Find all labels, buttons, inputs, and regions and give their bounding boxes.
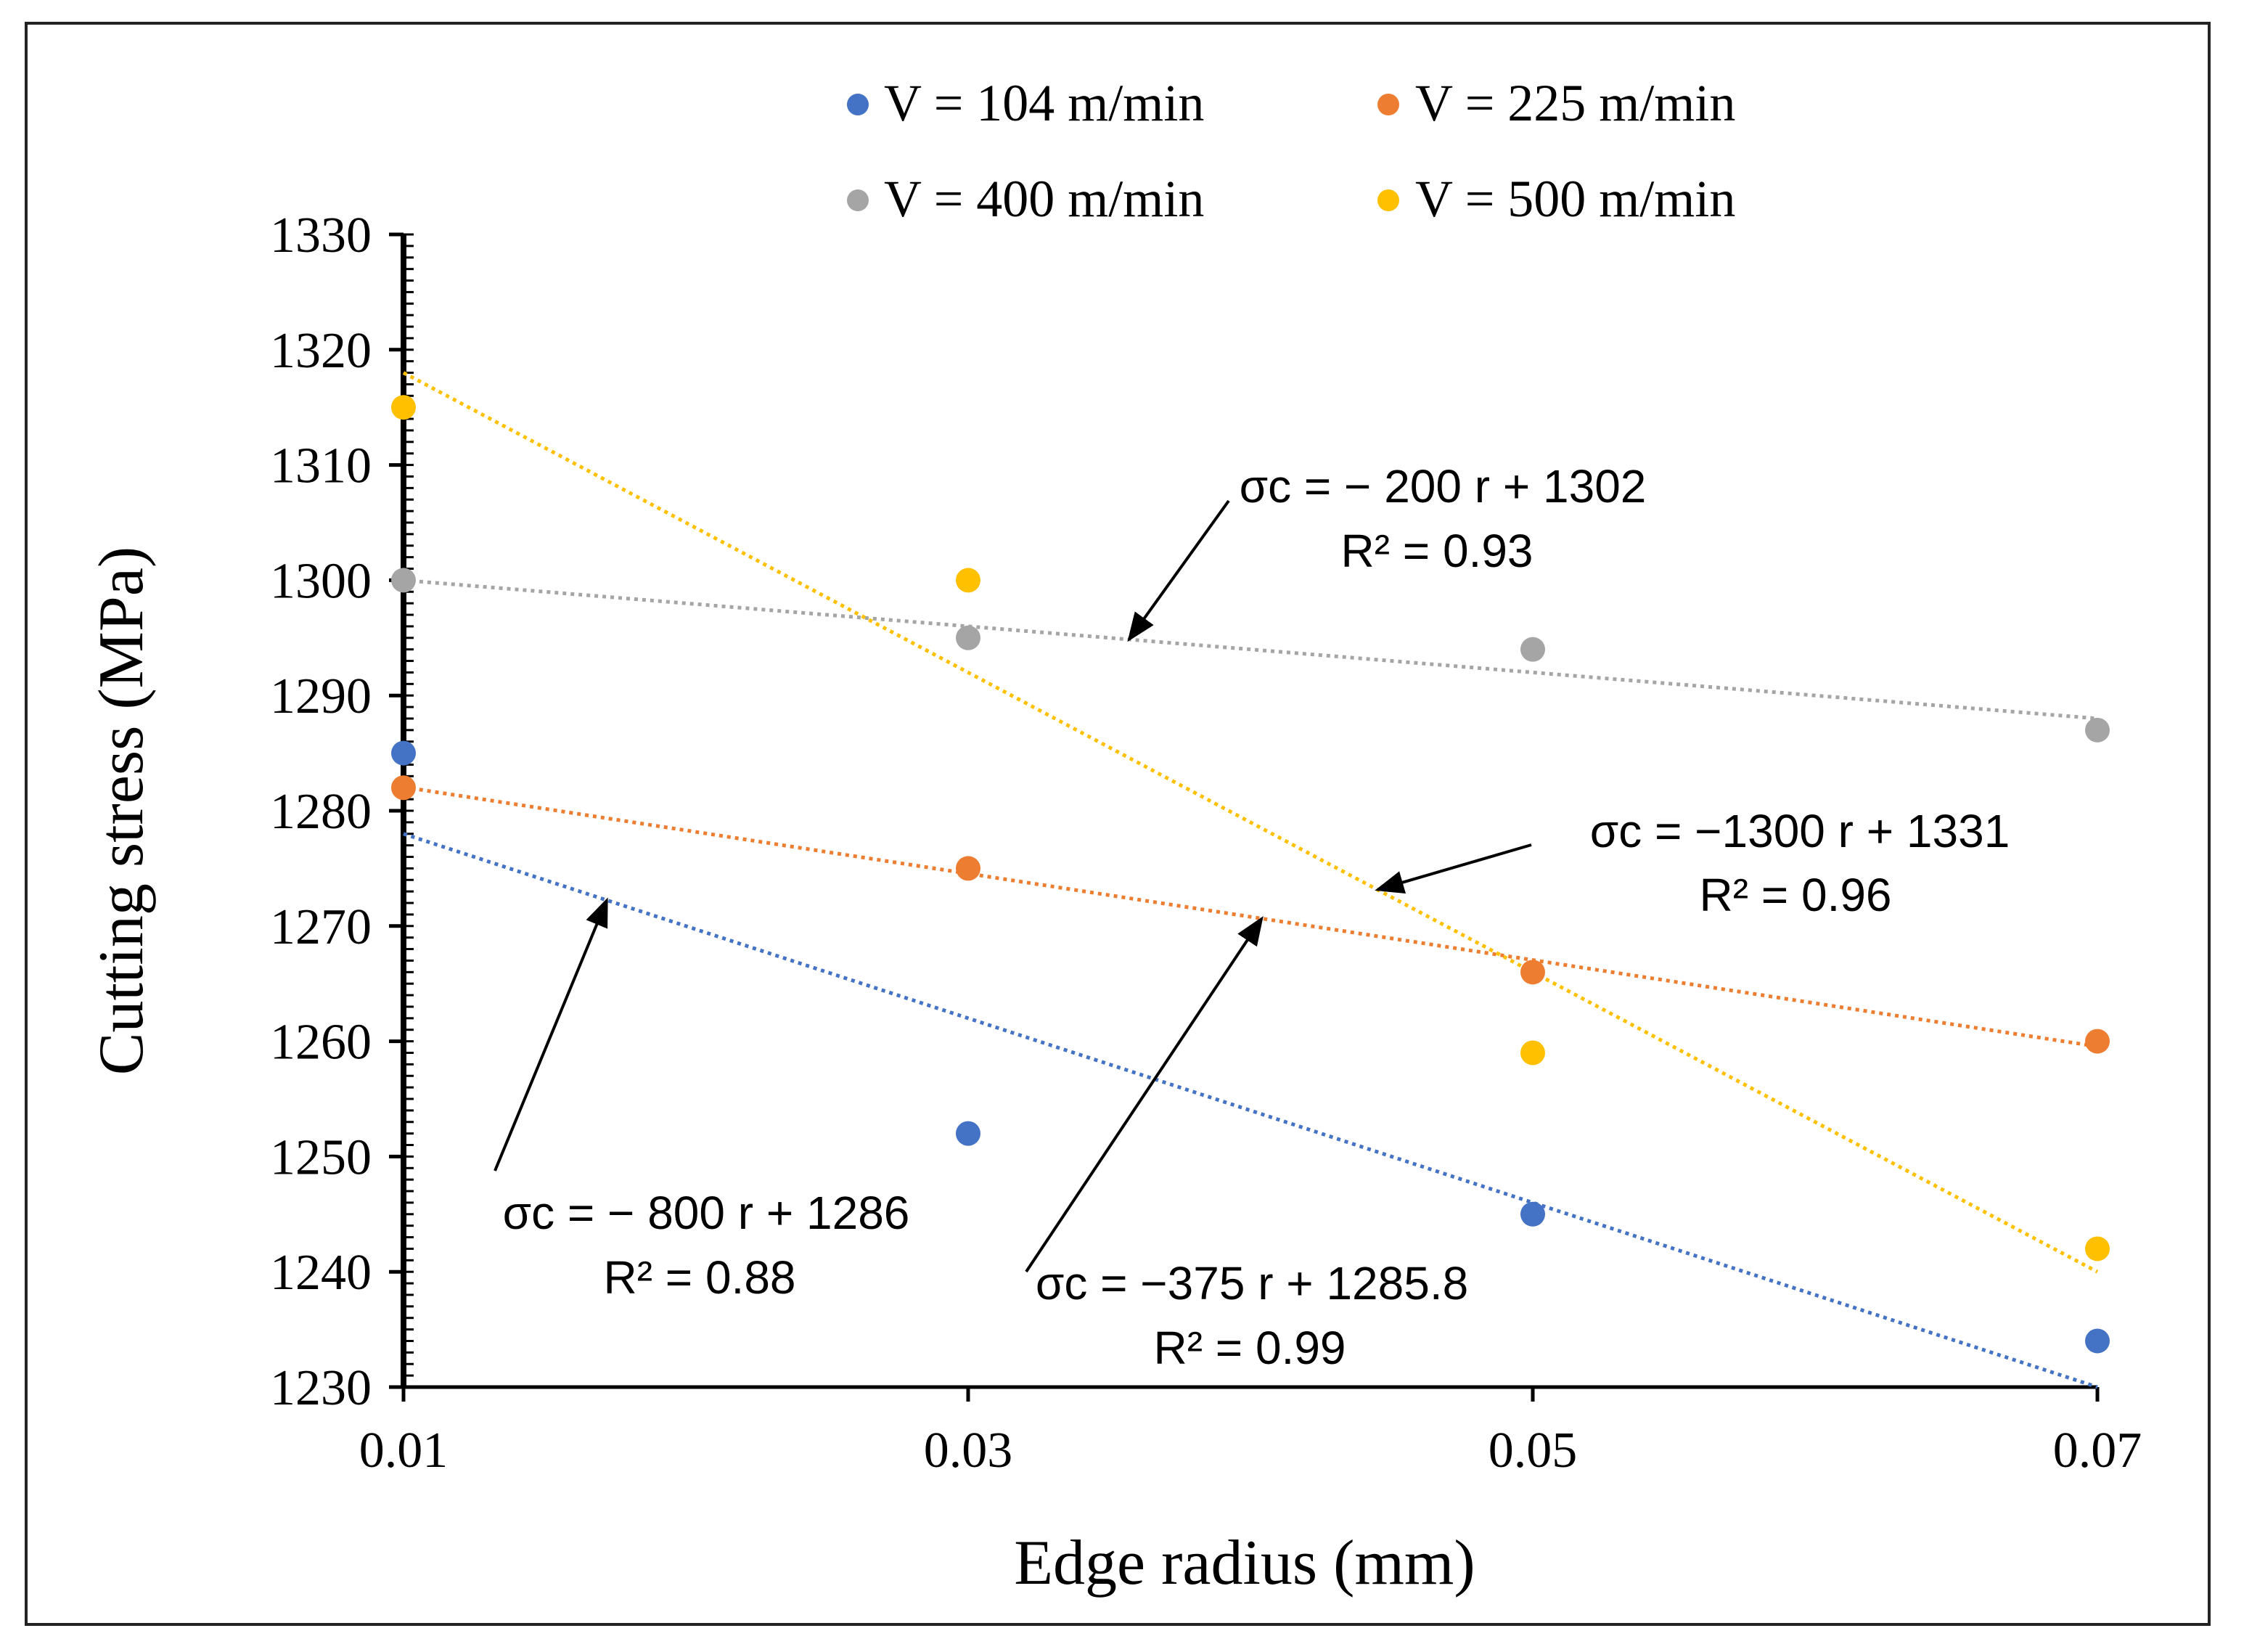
legend-label: V = 500 m/min xyxy=(1415,170,1735,228)
annotation-arrow xyxy=(1375,843,1532,894)
annotation: σc = − 200 r + 1302 R² = 0.93 xyxy=(1240,460,1647,577)
chart-frame xyxy=(25,22,2211,1626)
annotation-arrow xyxy=(1025,916,1264,1273)
data-point xyxy=(1520,960,1545,985)
y-tick-label: 1240 xyxy=(270,1245,372,1301)
x-tick-label: 0.07 xyxy=(2053,1423,2142,1479)
y-tick-label: 1310 xyxy=(270,438,372,494)
x-tick-label: 0.05 xyxy=(1489,1423,1578,1479)
data-point xyxy=(391,740,416,766)
annotation-arrow xyxy=(1127,499,1230,642)
y-tick-label: 1230 xyxy=(270,1360,372,1416)
data-point xyxy=(2085,1236,2110,1262)
legend-item: V = 500 m/min xyxy=(1377,170,1735,228)
y-tick-label: 1300 xyxy=(270,553,372,609)
trendline xyxy=(403,578,2098,721)
trendline xyxy=(403,832,2098,1389)
x-tick-label: 0.03 xyxy=(924,1423,1013,1479)
annotation-r2: R² = 0.99 xyxy=(1153,1322,1346,1374)
y-axis-title: Cutting stress (MPa) xyxy=(86,547,157,1075)
y-axis-ticks: 1230 1240 1250 1260 1270 1280 1290 1300 1310 1320… xyxy=(270,208,404,1416)
annotation-arrow xyxy=(494,897,608,1171)
x-tick-label: 0.01 xyxy=(359,1423,449,1479)
legend-marker xyxy=(847,94,869,115)
data-point xyxy=(2085,1328,2110,1354)
y-tick-label: 1290 xyxy=(270,668,372,724)
trendline xyxy=(402,371,2099,1274)
data-point xyxy=(391,395,416,420)
x-axis-title: Edge radius (mm) xyxy=(1014,1528,1475,1598)
legend-marker xyxy=(1377,189,1399,211)
data-point xyxy=(956,1121,980,1146)
annotation: σc = − 800 r + 1286 R² = 0.88 xyxy=(503,1187,910,1304)
y-tick-label: 1260 xyxy=(270,1015,372,1071)
legend-marker xyxy=(1377,94,1399,115)
annotation-equation: σc = − 800 r + 1286 xyxy=(503,1187,910,1239)
y-axis-minor-ticks xyxy=(404,233,414,1389)
x-axis-ticks: 0.01 0.03 0.05 0.07 xyxy=(359,1387,2142,1479)
annotation-r2: R² = 0.93 xyxy=(1340,525,1533,577)
annotation-equation: σc = − 200 r + 1302 xyxy=(1240,460,1647,512)
annotation-equation: σc = −375 r + 1285.8 xyxy=(1036,1257,1468,1309)
y-tick-label: 1270 xyxy=(270,899,372,955)
annotation-equation: σc = −1300 r + 1331 xyxy=(1590,805,2010,857)
data-point xyxy=(956,856,980,881)
data-point xyxy=(391,775,416,801)
data-point xyxy=(956,625,980,650)
y-tick-label: 1250 xyxy=(270,1129,372,1185)
legend: V = 104 m/min V = 225 m/min V = 400 m/mi… xyxy=(847,74,1735,228)
data-point xyxy=(2085,717,2110,743)
legend-label: V = 225 m/min xyxy=(1415,74,1735,132)
data-point xyxy=(1520,637,1545,662)
legend-item: V = 104 m/min xyxy=(847,74,1204,132)
annotation: σc = −375 r + 1285.8 R² = 0.99 xyxy=(1036,1257,1468,1374)
legend-label: V = 400 m/min xyxy=(884,170,1204,228)
annotation-r2: R² = 0.88 xyxy=(603,1251,795,1304)
annotation-r2: R² = 0.96 xyxy=(1699,869,1891,921)
data-point xyxy=(1520,1040,1545,1066)
legend-label: V = 104 m/min xyxy=(884,74,1204,132)
legend-marker xyxy=(847,189,869,211)
y-tick-label: 1330 xyxy=(270,208,372,263)
data-point xyxy=(1520,1201,1545,1227)
data-point xyxy=(956,568,980,593)
annotation: σc = −1300 r + 1331 R² = 0.96 xyxy=(1590,805,2010,921)
data-point xyxy=(2085,1029,2110,1054)
y-tick-label: 1320 xyxy=(270,323,372,379)
legend-item: V = 225 m/min xyxy=(1377,74,1735,132)
data-point xyxy=(391,568,416,593)
y-tick-label: 1280 xyxy=(270,784,372,840)
data-points xyxy=(391,395,2110,1354)
legend-item: V = 400 m/min xyxy=(847,170,1204,228)
